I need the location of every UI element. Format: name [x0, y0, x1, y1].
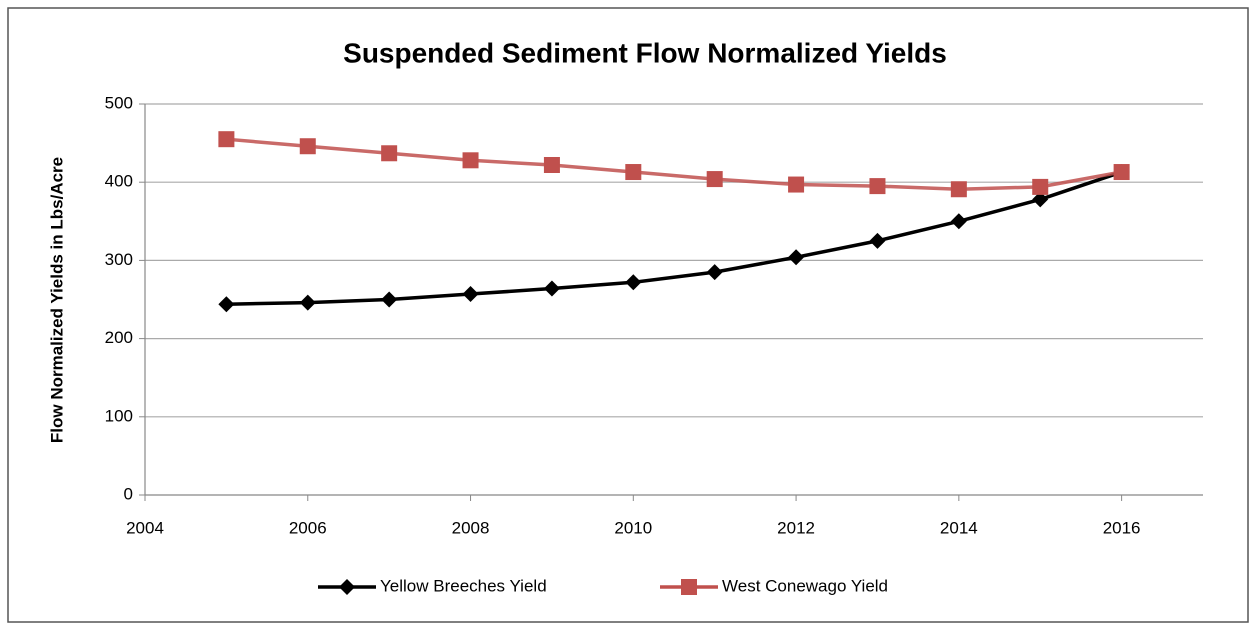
data-point	[950, 181, 967, 198]
x-tick-label: 2014	[940, 518, 978, 537]
x-tick-label: 2004	[126, 518, 164, 537]
y-tick-label: 400	[105, 172, 133, 191]
x-tick-label: 2010	[614, 518, 652, 537]
data-point	[1032, 191, 1049, 208]
data-point	[869, 232, 886, 249]
legend-label: West Conewago Yield	[722, 576, 888, 595]
data-point	[462, 152, 479, 169]
x-tick-label: 2012	[777, 518, 815, 537]
data-point	[869, 178, 886, 195]
data-point	[543, 156, 560, 173]
x-tick-label: 2016	[1103, 518, 1141, 537]
data-point	[462, 286, 479, 303]
data-point	[1113, 164, 1130, 181]
data-point	[706, 264, 723, 281]
data-point	[218, 296, 235, 313]
y-tick-label: 500	[105, 93, 133, 112]
data-point	[543, 280, 560, 297]
legend-label: Yellow Breeches Yield	[380, 576, 547, 595]
data-point	[1032, 178, 1049, 195]
x-tick-label: 2008	[452, 518, 490, 537]
chart-title: Suspended Sediment Flow Normalized Yield…	[343, 37, 947, 68]
y-axis-label: Flow Normalized Yields in Lbs/Acre	[47, 157, 66, 443]
y-tick-label: 100	[105, 406, 133, 425]
chart-border	[7, 7, 1249, 623]
data-point	[788, 176, 805, 193]
data-point	[299, 294, 316, 311]
data-point	[950, 213, 967, 230]
y-tick-label: 0	[124, 484, 133, 503]
data-point	[299, 138, 316, 155]
data-point	[788, 249, 805, 266]
data-point	[625, 274, 642, 291]
legend-marker	[339, 579, 355, 595]
legend-marker	[681, 579, 697, 595]
x-tick-label: 2006	[289, 518, 327, 537]
data-point	[625, 164, 642, 181]
series-line	[226, 137, 1122, 191]
data-point	[381, 291, 398, 308]
data-point	[381, 145, 398, 162]
series-line	[226, 170, 1123, 306]
y-tick-label: 200	[105, 328, 133, 347]
data-point	[218, 131, 235, 148]
data-point	[706, 171, 723, 188]
y-tick-label: 300	[105, 250, 133, 269]
